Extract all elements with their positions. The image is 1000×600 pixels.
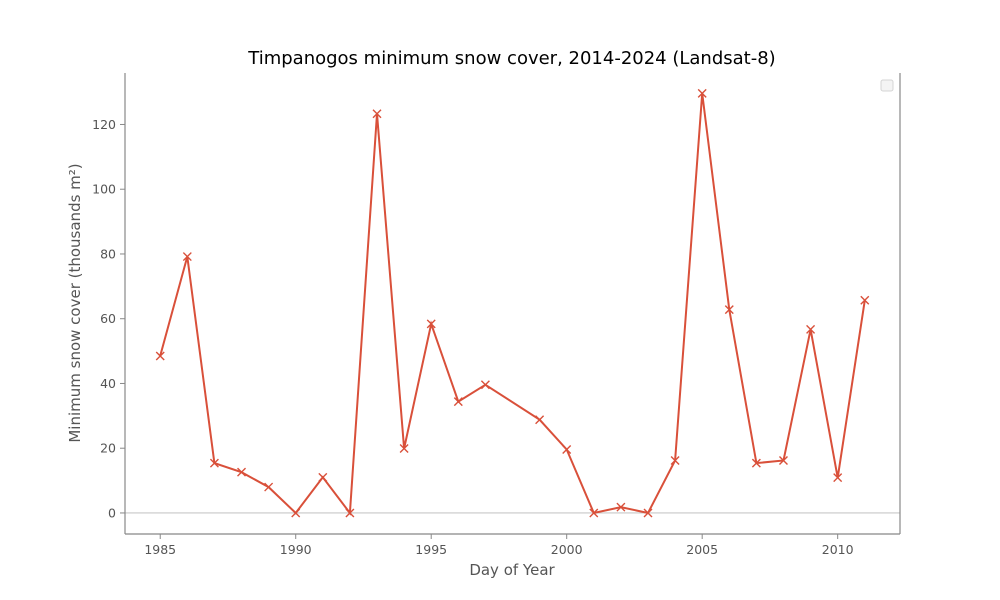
y-axis-ticks: 0 20 40 60 80 100 120 — [92, 117, 125, 520]
data-point — [670, 456, 680, 466]
data-point — [833, 473, 843, 483]
x-tick-label: 2010 — [822, 542, 854, 557]
x-tick-label: 2000 — [551, 542, 583, 557]
data-point — [372, 109, 382, 119]
data-point — [264, 482, 274, 492]
data-point — [616, 502, 626, 512]
data-point — [453, 397, 463, 407]
data-point — [480, 380, 490, 390]
x-tick-label: 1990 — [280, 542, 312, 557]
data-point — [426, 319, 436, 329]
x-axis-ticks: 1985 1990 1995 2000 2005 2010 — [144, 534, 854, 557]
data-point — [643, 508, 653, 518]
data-point — [399, 444, 409, 454]
data-point — [182, 252, 192, 262]
y-axis-label: Minimum snow cover (thousands m²) — [66, 163, 84, 442]
x-tick-label: 2005 — [686, 542, 718, 557]
data-point — [345, 508, 355, 518]
series-markers — [155, 88, 870, 518]
data-point — [318, 472, 328, 482]
data-point — [751, 458, 761, 468]
series-line — [159, 93, 866, 516]
y-tick-label: 40 — [100, 376, 116, 391]
data-point — [209, 458, 219, 468]
data-point — [237, 467, 247, 477]
plot-area — [125, 88, 900, 518]
data-point — [589, 508, 599, 518]
legend-box — [880, 79, 894, 92]
data-point — [724, 305, 734, 315]
x-tick-label: 1985 — [144, 542, 176, 557]
data-point — [697, 88, 707, 98]
data-point — [535, 415, 545, 425]
data-point — [155, 351, 165, 361]
y-tick-label: 120 — [92, 117, 116, 132]
data-point — [778, 456, 788, 466]
y-tick-label: 60 — [100, 311, 116, 326]
data-point — [562, 445, 572, 454]
data-point — [806, 324, 816, 334]
axes: 1985 1990 1995 2000 2005 2010 0 20 40 60 80 100 120 — [92, 73, 901, 557]
x-axis-label: Day of Year — [469, 561, 555, 579]
chart-title: Timpanogos minimum snow cover, 2014-2024… — [247, 48, 775, 69]
y-tick-label: 20 — [100, 441, 116, 456]
data-point — [291, 508, 301, 518]
x-tick-label: 1995 — [415, 542, 447, 557]
y-tick-label: 0 — [108, 505, 116, 520]
data-point — [860, 295, 870, 305]
y-tick-label: 80 — [100, 246, 116, 261]
y-tick-label: 100 — [92, 182, 116, 197]
